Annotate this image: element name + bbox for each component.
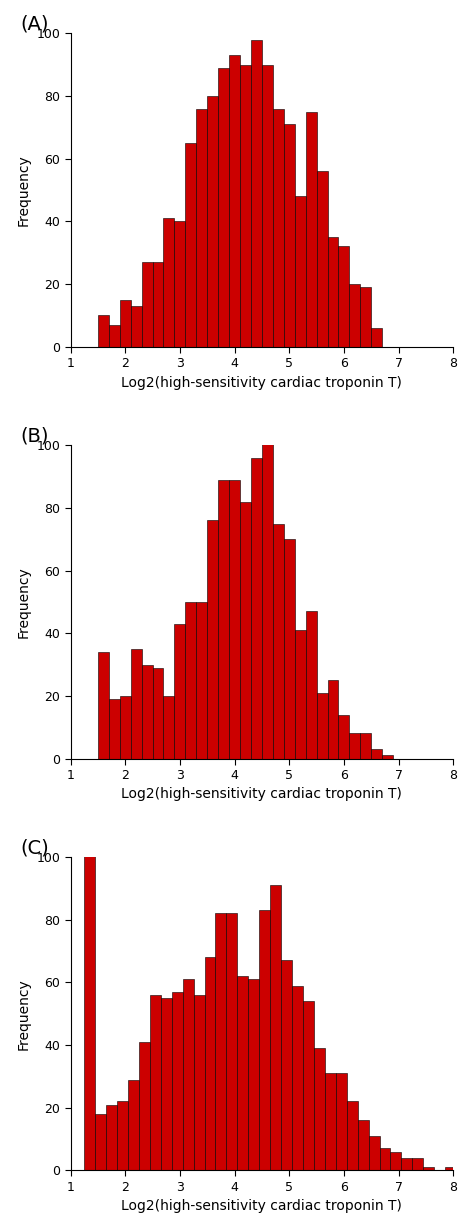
Bar [251, 458, 262, 759]
Bar [349, 284, 360, 347]
Bar [284, 124, 295, 347]
Bar [109, 699, 120, 759]
Bar [196, 601, 207, 759]
Bar [360, 287, 371, 347]
Bar [95, 1114, 106, 1171]
Text: (C): (C) [21, 839, 49, 857]
Bar [216, 914, 227, 1171]
Bar [328, 237, 338, 347]
Bar [161, 998, 172, 1171]
Bar [328, 680, 338, 759]
Bar [185, 143, 196, 347]
Bar [262, 442, 273, 759]
Bar [270, 886, 281, 1171]
Bar [273, 524, 284, 759]
Bar [262, 65, 273, 347]
Bar [185, 601, 196, 759]
Bar [338, 715, 349, 759]
Bar [423, 1167, 434, 1171]
Bar [349, 733, 360, 759]
Bar [204, 957, 216, 1171]
Y-axis label: Frequency: Frequency [17, 566, 31, 637]
Bar [295, 197, 306, 347]
Bar [360, 733, 371, 759]
Bar [412, 1157, 423, 1171]
Bar [314, 1048, 325, 1171]
Bar [164, 218, 174, 347]
Bar [371, 749, 382, 759]
Bar [248, 979, 259, 1171]
Bar [142, 664, 153, 759]
Bar [153, 262, 164, 347]
Bar [336, 1074, 346, 1171]
Bar [295, 630, 306, 759]
Bar [131, 649, 142, 759]
X-axis label: Log2(high-sensitivity cardiac troponin T): Log2(high-sensitivity cardiac troponin T… [121, 375, 402, 390]
Bar [182, 979, 193, 1171]
Bar [240, 502, 251, 759]
Bar [120, 300, 131, 347]
Bar [142, 262, 153, 347]
Bar [391, 1151, 401, 1171]
Text: (B): (B) [21, 427, 49, 445]
Bar [445, 1167, 456, 1171]
Bar [303, 1001, 314, 1171]
Bar [207, 96, 218, 347]
Bar [172, 991, 182, 1171]
Bar [229, 480, 240, 759]
Bar [317, 692, 328, 759]
Bar [357, 1121, 369, 1171]
Bar [346, 1101, 357, 1171]
Bar [251, 39, 262, 347]
Bar [338, 246, 349, 347]
Bar [98, 652, 109, 759]
Bar [229, 55, 240, 347]
Bar [174, 624, 185, 759]
Bar [117, 1101, 128, 1171]
Bar [84, 847, 95, 1171]
Bar [284, 539, 295, 759]
Bar [150, 995, 161, 1171]
Y-axis label: Frequency: Frequency [17, 978, 31, 1049]
Bar [128, 1080, 139, 1171]
Bar [306, 112, 317, 347]
Bar [325, 1074, 336, 1171]
Bar [237, 977, 248, 1171]
X-axis label: Log2(high-sensitivity cardiac troponin T): Log2(high-sensitivity cardiac troponin T… [121, 787, 402, 802]
Bar [196, 108, 207, 347]
X-axis label: Log2(high-sensitivity cardiac troponin T): Log2(high-sensitivity cardiac troponin T… [121, 1199, 402, 1213]
Bar [259, 910, 270, 1171]
Bar [380, 1149, 391, 1171]
Bar [106, 1105, 117, 1171]
Bar [227, 914, 237, 1171]
Bar [401, 1157, 412, 1171]
Bar [292, 985, 303, 1171]
Bar [120, 696, 131, 759]
Bar [193, 995, 204, 1171]
Bar [174, 221, 185, 347]
Bar [207, 520, 218, 759]
Bar [281, 961, 292, 1171]
Bar [218, 68, 229, 347]
Bar [240, 65, 251, 347]
Bar [98, 315, 109, 347]
Bar [218, 480, 229, 759]
Bar [273, 108, 284, 347]
Bar [153, 668, 164, 759]
Bar [306, 611, 317, 759]
Bar [317, 171, 328, 347]
Text: (A): (A) [21, 15, 49, 33]
Y-axis label: Frequency: Frequency [17, 154, 31, 226]
Bar [371, 328, 382, 347]
Bar [139, 1042, 150, 1171]
Bar [131, 306, 142, 347]
Bar [109, 325, 120, 347]
Bar [382, 755, 393, 759]
Bar [369, 1135, 380, 1171]
Bar [164, 696, 174, 759]
